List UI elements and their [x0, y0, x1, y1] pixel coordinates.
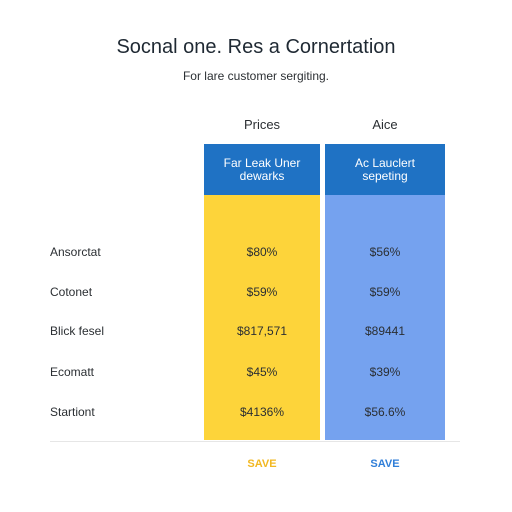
column-label-prices: Prices	[243, 117, 281, 132]
table-cell-aice: $59%	[369, 285, 401, 299]
table-cell-prices: $45%	[246, 365, 278, 379]
table-cell-prices: $4136%	[239, 405, 285, 419]
row-label: Cotonet	[50, 285, 93, 299]
plan-header-prices: Far Leak Uner dewarks	[204, 144, 320, 195]
page-title: Socnal one. Res a Cornertation	[116, 36, 396, 58]
column-label-aice: Aice	[372, 117, 398, 132]
row-label: Ansorctat	[50, 245, 101, 259]
table-cell-aice: $56%	[369, 245, 401, 259]
save-button-aice[interactable]: SAVE	[370, 458, 400, 470]
plan-column-prices: Far Leak Uner dewarks	[204, 144, 320, 440]
table-cell-prices: $59%	[246, 285, 278, 299]
plan-header-aice: Ac Lauclert sepeting	[325, 144, 445, 195]
row-label: Startiont	[50, 405, 95, 419]
table-cell-prices: $817,571	[236, 324, 288, 338]
table-cell-aice: $56.6%	[364, 405, 406, 419]
table-divider	[50, 441, 460, 442]
table-cell-prices: $80%	[246, 245, 278, 259]
page-subtitle: For lare customer sergiting.	[182, 69, 330, 83]
plan-column-aice: Ac Lauclert sepeting	[325, 144, 445, 440]
table-cell-aice: $89441	[364, 324, 406, 338]
save-button-prices[interactable]: SAVE	[247, 458, 277, 470]
table-cell-aice: $39%	[369, 365, 401, 379]
row-label: Blick fesel	[50, 324, 105, 338]
row-label: Ecomatt	[50, 365, 95, 379]
